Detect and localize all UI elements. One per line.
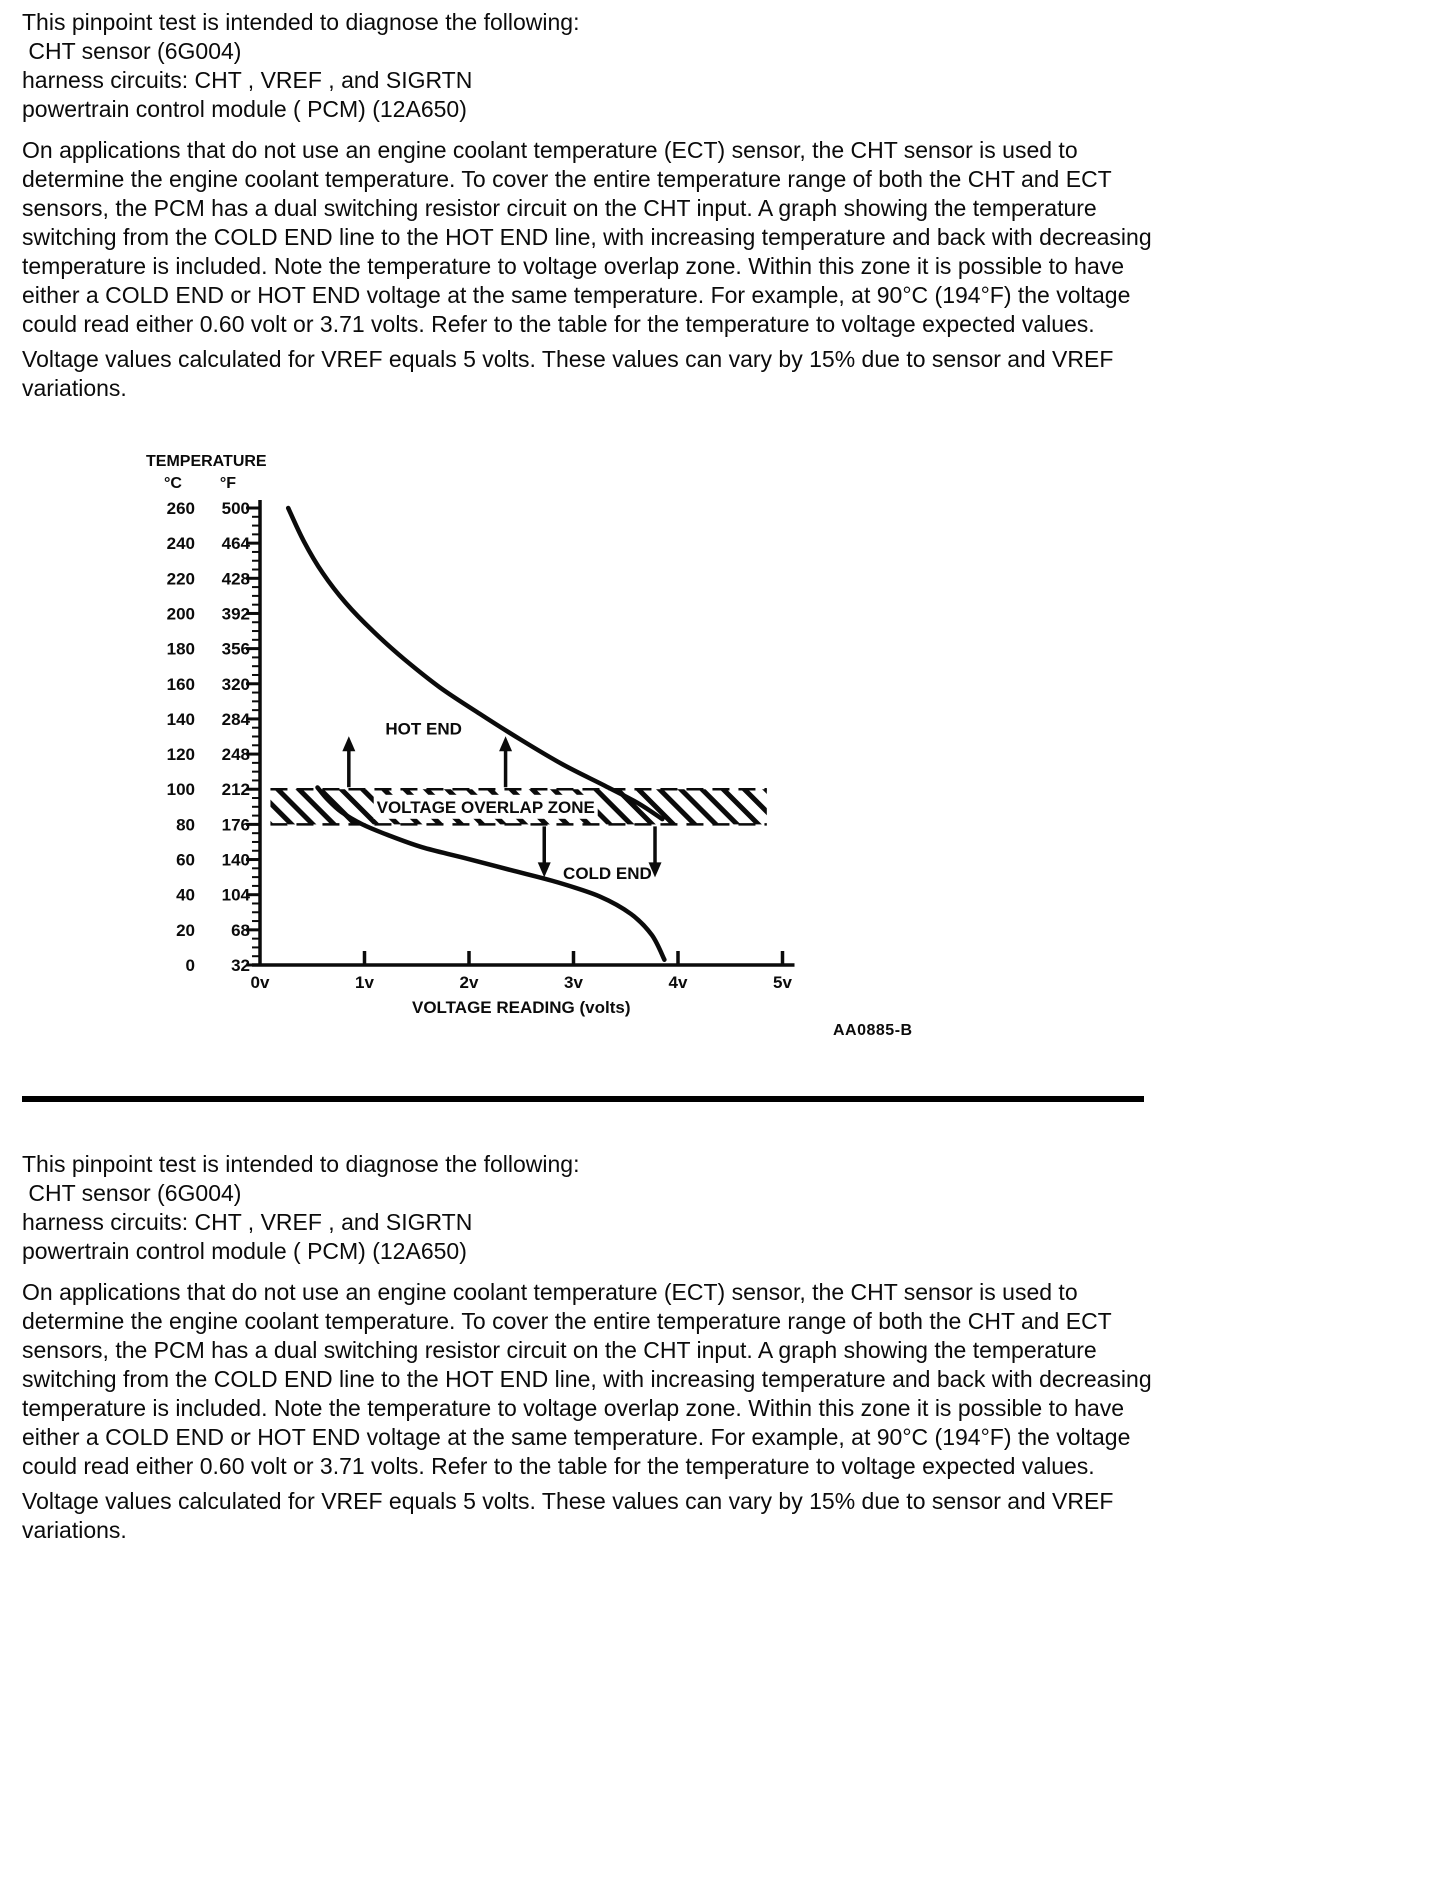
svg-text:176: 176 bbox=[222, 815, 250, 834]
section-divider bbox=[22, 1096, 1144, 1102]
y-axis-title: TEMPERATURE bbox=[146, 453, 267, 470]
diagnosis-intro-list: This pinpoint test is intended to diagno… bbox=[22, 1150, 1164, 1266]
svg-text:1v: 1v bbox=[355, 973, 374, 992]
top-text-section: This pinpoint test is intended to diagno… bbox=[22, 8, 1164, 409]
intro-line-4: powertrain control module ( PCM) (12A650… bbox=[22, 96, 467, 122]
svg-text:120: 120 bbox=[167, 745, 195, 764]
body-paragraph-1: On applications that do not use an engin… bbox=[22, 137, 1152, 337]
hot-end-curve bbox=[285, 505, 665, 822]
svg-text:160: 160 bbox=[167, 675, 195, 694]
svg-text:500: 500 bbox=[222, 499, 250, 518]
cold-end-curve bbox=[315, 785, 667, 962]
svg-text:2v: 2v bbox=[460, 973, 479, 992]
svg-text:3v: 3v bbox=[564, 973, 583, 992]
intro-line-3: harness circuits: CHT , VREF , and SIGRT… bbox=[22, 1209, 473, 1235]
svg-text:0v: 0v bbox=[251, 973, 270, 992]
svg-text:284: 284 bbox=[222, 710, 251, 729]
body-paragraph-1: On applications that do not use an engin… bbox=[22, 1279, 1152, 1479]
fahrenheit-unit-header: °F bbox=[220, 475, 236, 492]
svg-text:428: 428 bbox=[222, 569, 250, 588]
up-arrowhead-icon bbox=[499, 736, 513, 752]
intro-line-2: CHT sensor (6G004) bbox=[22, 1180, 242, 1206]
intro-line-3: harness circuits: CHT , VREF , and SIGRT… bbox=[22, 67, 473, 93]
svg-text:40: 40 bbox=[176, 886, 195, 905]
svg-text:5v: 5v bbox=[773, 973, 792, 992]
svg-text:140: 140 bbox=[167, 710, 195, 729]
svg-text:320: 320 bbox=[222, 675, 250, 694]
temperature-voltage-chart: VOLTAGE OVERLAP ZONE TEMPERATURE °C °F 260 50… bbox=[146, 453, 795, 1017]
intro-line-1: This pinpoint test is intended to diagno… bbox=[22, 1151, 580, 1177]
svg-text:20: 20 bbox=[176, 921, 195, 940]
svg-text:240: 240 bbox=[167, 534, 195, 553]
intro-line-1: This pinpoint test is intended to diagno… bbox=[22, 9, 580, 35]
up-arrowhead-icon bbox=[342, 736, 356, 752]
svg-text:392: 392 bbox=[222, 604, 250, 623]
svg-text:60: 60 bbox=[176, 851, 195, 870]
svg-text:180: 180 bbox=[167, 640, 195, 659]
svg-text:100: 100 bbox=[167, 780, 195, 799]
overlap-zone-label: VOLTAGE OVERLAP ZONE bbox=[377, 798, 595, 817]
cold-end-label: COLD END bbox=[563, 864, 652, 883]
down-arrowhead-icon bbox=[537, 862, 551, 878]
svg-text:464: 464 bbox=[222, 534, 251, 553]
svg-text:200: 200 bbox=[167, 604, 195, 623]
temperature-voltage-figure: VOLTAGE OVERLAP ZONE TEMPERATURE °C °F 260 50… bbox=[140, 450, 1100, 1070]
intro-line-2: CHT sensor (6G004) bbox=[22, 38, 242, 64]
svg-text:220: 220 bbox=[167, 569, 195, 588]
svg-text:248: 248 bbox=[222, 745, 250, 764]
celsius-unit-header: °C bbox=[164, 475, 182, 492]
intro-line-4: powertrain control module ( PCM) (12A650… bbox=[22, 1238, 467, 1264]
diagnosis-intro-list: This pinpoint test is intended to diagno… bbox=[22, 8, 1164, 124]
svg-text:0: 0 bbox=[186, 956, 195, 975]
body-paragraph-2: Voltage values calculated for VREF equal… bbox=[22, 1488, 1114, 1543]
svg-text:260: 260 bbox=[167, 499, 195, 518]
body-paragraph-2: Voltage values calculated for VREF equal… bbox=[22, 346, 1114, 401]
svg-text:140: 140 bbox=[222, 851, 250, 870]
hot-end-label: HOT END bbox=[385, 720, 462, 739]
y-axis-header: TEMPERATURE °C °F bbox=[146, 453, 267, 492]
svg-text:356: 356 bbox=[222, 640, 250, 659]
x-axis-tick-labels: 0v 1v 2v 3v 4v 5v bbox=[251, 973, 793, 992]
x-axis-title: VOLTAGE READING (volts) bbox=[412, 998, 631, 1017]
bottom-text-section: This pinpoint test is intended to diagno… bbox=[22, 1150, 1164, 1551]
svg-text:68: 68 bbox=[231, 921, 250, 940]
switching-arrows bbox=[342, 736, 662, 878]
voltage-overlap-zone: VOLTAGE OVERLAP ZONE bbox=[270, 787, 767, 826]
figure-code: AA0885-B bbox=[833, 1022, 913, 1039]
svg-text:212: 212 bbox=[222, 780, 250, 799]
svg-text:104: 104 bbox=[222, 886, 251, 905]
svg-text:4v: 4v bbox=[669, 973, 688, 992]
svg-text:80: 80 bbox=[176, 815, 195, 834]
svg-text:32: 32 bbox=[231, 956, 250, 975]
axes bbox=[246, 500, 795, 967]
down-arrowhead-icon bbox=[648, 862, 662, 878]
